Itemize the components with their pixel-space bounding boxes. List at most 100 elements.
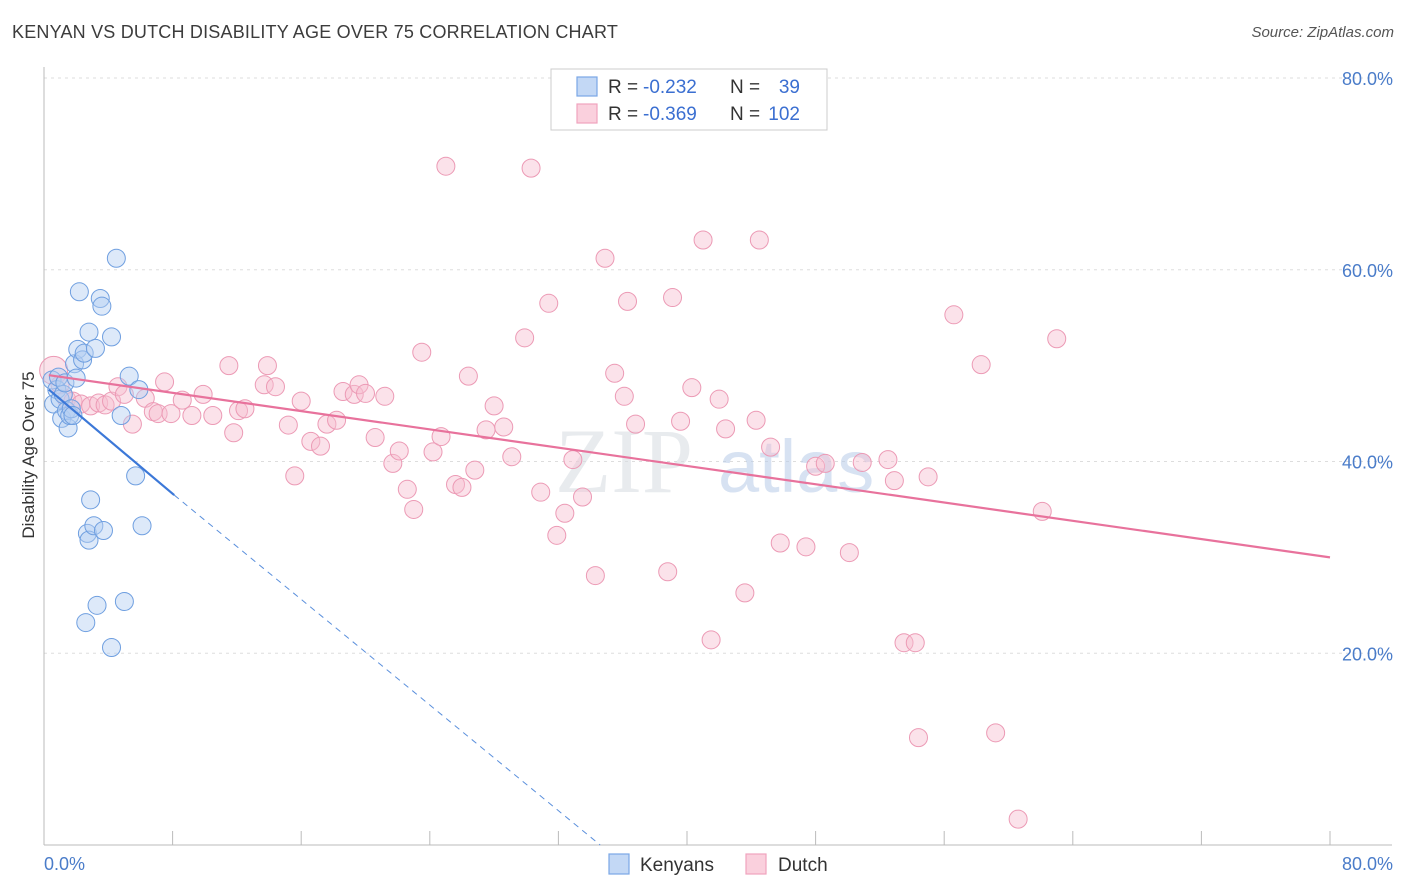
dutch-point-34: [327, 410, 347, 430]
dutch-point-56: [502, 447, 522, 467]
dutch-point-52: [465, 460, 485, 480]
dutch-point-71: [658, 562, 678, 582]
dutch-point-95: [944, 305, 964, 325]
watermark-zip: ZIP: [555, 410, 693, 512]
dutch-point-30: [291, 391, 311, 411]
dutch-point-45: [412, 342, 432, 362]
dutch-point-64: [573, 487, 593, 507]
kenyans-point-33: [111, 405, 131, 425]
legend-bottom-kenyans-label: Kenyans: [640, 855, 714, 876]
dutch-point-72: [663, 288, 683, 308]
dutch-point-83: [770, 533, 790, 553]
legend-dutch-swatch: [576, 103, 598, 124]
dutch-point-51: [458, 366, 478, 386]
dutch-point-94: [918, 467, 938, 487]
dutch-point-69: [618, 291, 638, 311]
kenyans-point-17: [73, 350, 93, 370]
legend-bottom-dutch-swatch: [745, 853, 767, 875]
legend-bottom-kenyans-swatch: [608, 853, 630, 875]
dutch-point-78: [716, 419, 736, 439]
dutch-point-62: [555, 503, 575, 523]
dutch-point-19: [193, 384, 213, 404]
dutch-point-81: [749, 230, 769, 250]
x-tick-label-1: 80.0%: [1342, 854, 1393, 874]
dutch-point-43: [397, 479, 417, 499]
kenyans-point-28: [92, 296, 112, 316]
legend-dutch-r-value: -0.369: [643, 104, 697, 125]
legend-bottom-dutch-label: Dutch: [778, 855, 828, 876]
dutch-point-57: [515, 328, 535, 348]
kenyans-point-9: [58, 418, 78, 438]
axes: [43, 67, 1392, 846]
series-kenyans-points: [42, 248, 152, 657]
legend-dutch-r-label: R =: [608, 104, 638, 125]
dutch-point-58: [521, 158, 541, 178]
kenyans-point-31: [102, 327, 122, 347]
dutch-point-42: [389, 441, 409, 461]
legend-kenyans-r-value: -0.232: [643, 77, 697, 98]
dutch-point-40: [375, 386, 395, 406]
dutch-point-63: [563, 450, 583, 470]
kenyans-trend-line: [48, 388, 175, 496]
kenyans-point-19: [76, 613, 96, 633]
dutch-point-61: [547, 525, 567, 545]
x-tick-label-0: 0.0%: [44, 854, 85, 874]
legend-dutch-n-label: N =: [730, 104, 760, 125]
source-label: Source: ZipAtlas.com: [1251, 24, 1394, 41]
dutch-point-39: [365, 428, 385, 448]
kenyans-point-34: [114, 591, 134, 611]
kenyans-point-23: [81, 490, 101, 510]
y-tick-label-2: 60.0%: [1342, 261, 1393, 281]
dutch-point-16: [161, 404, 181, 424]
dutch-point-86: [815, 453, 835, 473]
dutch-point-35: [333, 382, 353, 402]
dutch-point-93: [908, 728, 928, 748]
kenyans-trend-extension: [173, 494, 601, 846]
legend-kenyans-n-label: N =: [730, 77, 760, 98]
dutch-point-32: [310, 436, 330, 456]
dutch-point-88: [852, 452, 872, 472]
kenyans-point-38: [132, 516, 152, 536]
y-tick-label-0: 20.0%: [1342, 644, 1393, 664]
dutch-trend-line: [48, 374, 1331, 559]
kenyans-point-24: [84, 516, 104, 536]
dutch-point-15: [155, 372, 175, 392]
dutch-point-66: [595, 248, 615, 268]
y-tick-labels: 20.0% 40.0% 60.0% 80.0%: [1342, 69, 1393, 664]
kenyans-point-27: [90, 289, 110, 309]
dutch-point-54: [484, 396, 504, 416]
dutch-point-20: [203, 405, 223, 425]
kenyans-point-36: [126, 466, 146, 486]
kenyans-point-29: [93, 521, 113, 541]
dutch-point-26: [257, 356, 277, 376]
chart-title: KENYAN VS DUTCH DISABILITY AGE OVER 75 C…: [12, 22, 619, 42]
dutch-point-80: [746, 410, 766, 430]
dutch-point-46: [423, 442, 443, 462]
kenyans-point-12: [63, 405, 83, 425]
y-tick-label-1: 40.0%: [1342, 453, 1393, 473]
kenyans-point-26: [87, 595, 107, 615]
dutch-point-31: [301, 431, 321, 451]
watermark: ZIP atlas: [555, 410, 874, 512]
dutch-point-50: [452, 477, 472, 497]
dutch-point-92: [905, 633, 925, 653]
dutch-point-97: [986, 723, 1006, 743]
kenyans-point-20: [77, 523, 97, 543]
legend-dutch-n-value: 102: [768, 104, 800, 125]
dutch-point-84: [796, 537, 816, 557]
kenyans-point-32: [106, 248, 126, 268]
legend-kenyans-n-value: 39: [779, 77, 800, 98]
dutch-point-76: [701, 630, 721, 650]
dutch-point-28: [278, 415, 298, 435]
kenyans-point-18: [74, 343, 94, 363]
kenyans-point-21: [79, 530, 99, 550]
dutch-point-70: [626, 414, 646, 434]
dutch-point-55: [494, 417, 514, 437]
dutch-point-44: [404, 499, 424, 519]
dutch-point-87: [839, 543, 859, 563]
kenyans-point-30: [102, 637, 122, 657]
dutch-point-27: [265, 377, 285, 397]
dutch-point-22: [224, 423, 244, 443]
legend-bottom: Kenyans Dutch: [608, 853, 828, 876]
